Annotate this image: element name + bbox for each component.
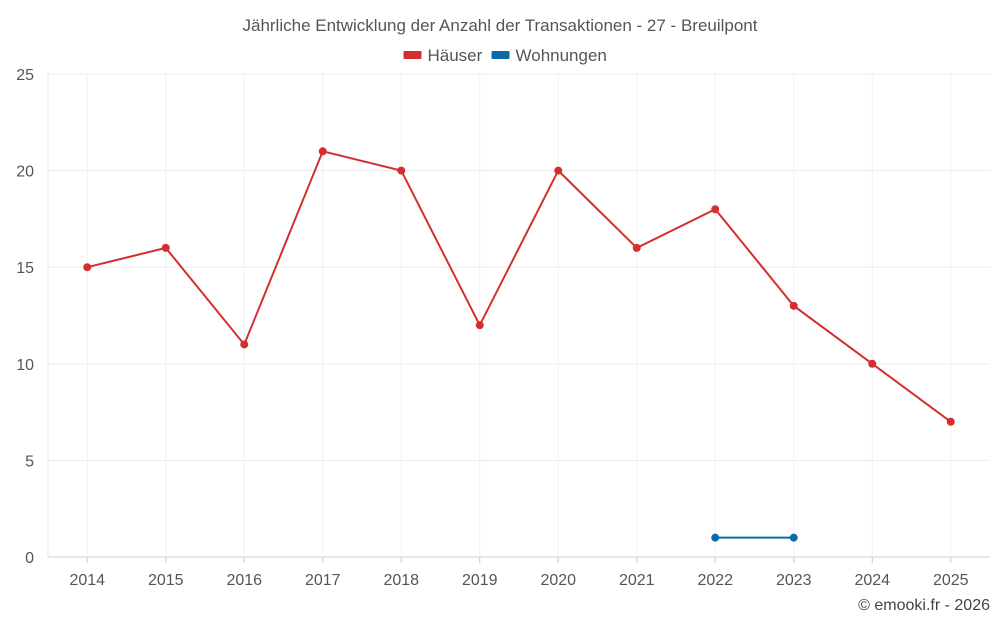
legend-item-0[interactable]: Häuser bbox=[403, 46, 483, 65]
legend: Häuser Wohnungen bbox=[403, 46, 607, 65]
series-1 bbox=[711, 533, 798, 542]
data-point[interactable] bbox=[240, 340, 249, 349]
x-tick-label: 2016 bbox=[226, 572, 262, 589]
x-tick-label: 2020 bbox=[540, 572, 576, 589]
grid bbox=[47, 73, 990, 558]
y-tick-label: 25 bbox=[16, 67, 34, 84]
legend-label: Häuser bbox=[428, 46, 483, 65]
x-tick-label: 2023 bbox=[776, 572, 812, 589]
x-tick-label: 2015 bbox=[148, 572, 184, 589]
legend-swatch bbox=[491, 51, 510, 59]
y-tick-label: 15 bbox=[16, 260, 34, 277]
y-tick-label: 20 bbox=[16, 164, 34, 181]
series-0 bbox=[83, 147, 955, 426]
x-tick-label: 2024 bbox=[854, 572, 890, 589]
data-point[interactable] bbox=[161, 243, 170, 252]
legend-swatch bbox=[403, 51, 422, 59]
x-tick-label: 2018 bbox=[383, 572, 419, 589]
data-point[interactable] bbox=[711, 533, 720, 542]
credit-text: © emooki.fr - 2026 bbox=[858, 597, 990, 614]
legend-label: Wohnungen bbox=[516, 46, 607, 65]
data-point[interactable] bbox=[789, 533, 798, 542]
data-point[interactable] bbox=[475, 321, 484, 330]
x-tick-label: 2019 bbox=[462, 572, 498, 589]
series-line bbox=[87, 150, 952, 423]
data-point[interactable] bbox=[554, 166, 563, 175]
data-point[interactable] bbox=[946, 417, 955, 426]
y-tick-label: 0 bbox=[25, 550, 34, 567]
data-point[interactable] bbox=[397, 166, 406, 175]
data-point[interactable] bbox=[711, 205, 720, 214]
x-tick-label: 2022 bbox=[697, 572, 733, 589]
x-tick-label: 2025 bbox=[933, 572, 969, 589]
series-layer bbox=[83, 147, 955, 542]
data-point[interactable] bbox=[318, 147, 327, 156]
data-point[interactable] bbox=[83, 263, 92, 272]
y-tick-label: 10 bbox=[16, 357, 34, 374]
x-tick-label: 2017 bbox=[305, 572, 341, 589]
data-point[interactable] bbox=[868, 359, 877, 368]
data-point[interactable] bbox=[632, 243, 641, 252]
y-tick-label: 5 bbox=[25, 453, 34, 470]
legend-item-1[interactable]: Wohnungen bbox=[491, 46, 607, 65]
data-point[interactable] bbox=[789, 301, 798, 310]
x-tick-label: 2014 bbox=[69, 572, 105, 589]
x-tick-label: 2021 bbox=[619, 572, 655, 589]
chart-title: Jährliche Entwicklung der Anzahl der Tra… bbox=[242, 16, 757, 35]
